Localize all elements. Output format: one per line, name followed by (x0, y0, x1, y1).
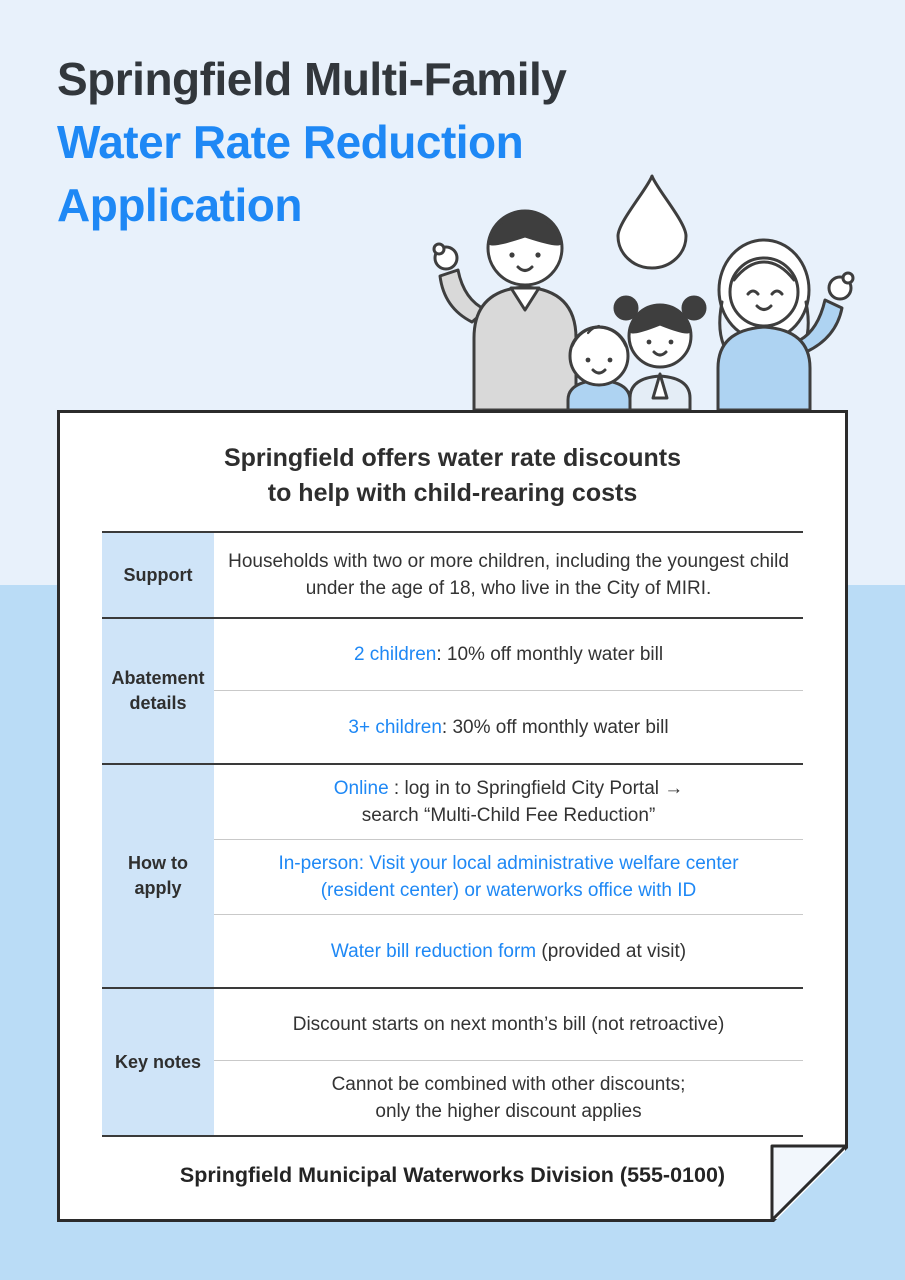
row-label-support: Support (102, 533, 214, 617)
apply-online-row: Online : log in to Springfield City Port… (214, 765, 803, 840)
abatement-three-children-row: 3+ children: 30% off monthly water bill (214, 691, 803, 763)
poster-title: Springfield Multi-Family Water Rate Redu… (57, 48, 567, 237)
row-label-how-to-apply: How to apply (102, 765, 214, 987)
key-notes-content: Discount starts on next month’s bill (no… (214, 989, 803, 1135)
how-to-apply-content: Online : log in to Springfield City Port… (214, 765, 803, 987)
table-row-abatement: Abatement details 2 children: 10% off mo… (102, 619, 803, 765)
mother-figure (716, 238, 855, 410)
three-children-rest: : 30% off monthly water bill (441, 716, 669, 738)
table-row-support: Support Households with two or more chil… (102, 533, 803, 619)
table-row-how-to-apply: How to apply Online : log in to Springfi… (102, 765, 803, 989)
form-rest: (provided at visit) (536, 940, 687, 962)
table-row-key-notes: Key notes Discount starts on next month’… (102, 989, 803, 1137)
key-note-combination-line-1: Cannot be combined with other discounts; (331, 1074, 686, 1095)
key-note-retroactive-row: Discount starts on next month’s bill (no… (214, 989, 803, 1061)
abatement-two-children-row: 2 children: 10% off monthly water bill (214, 619, 803, 691)
apply-online-line-1: Online : log in to Springfield City Port… (334, 775, 684, 802)
boy-figure (566, 324, 632, 410)
support-text: Households with two or more children, in… (228, 551, 789, 599)
title-line-2: Water Rate Reduction (57, 116, 524, 168)
apply-form-text: Water bill reduction form (provided at v… (331, 938, 686, 965)
folded-corner (770, 1144, 848, 1222)
support-text-row: Households with two or more children, in… (214, 533, 803, 617)
card-heading-line-1: Springfield offers water rate discounts (223, 444, 682, 472)
family-illustration (432, 174, 855, 410)
two-children-rest: : 10% off monthly water bill (436, 644, 664, 665)
online-highlight: Online (333, 778, 389, 799)
rate-table: Support Households with two or more chil… (102, 531, 803, 1137)
card-footer: Springfield Municipal Waterworks Divisio… (179, 1162, 726, 1187)
three-children-highlight: 3+ children (348, 716, 442, 738)
key-note-combination-row: Cannot be combined with other discounts;… (214, 1061, 803, 1135)
info-card: Springfield offers water rate discounts … (57, 410, 848, 1222)
apply-form-row: Water bill reduction form (provided at v… (214, 915, 803, 987)
title-line-1: Springfield Multi-Family (57, 53, 567, 105)
apply-online-line-2: search “Multi-Child Fee Reduction” (361, 805, 656, 826)
row-label-key-notes: Key notes (102, 989, 214, 1135)
key-note-combination-line-2: only the higher discount applies (375, 1101, 642, 1122)
abatement-two-children-text: 2 children: 10% off monthly water bill (354, 641, 663, 668)
title-line-3: Application (57, 179, 302, 231)
apply-in-person-row: In-person: Visit your local administrati… (214, 840, 803, 915)
father-figure (432, 209, 578, 410)
support-content: Households with two or more children, in… (214, 533, 803, 617)
girl-figure (613, 295, 707, 410)
online-rest: : log in to Springfield City Portal → (388, 778, 684, 799)
apply-in-person-line-2: (resident center) or waterworks office w… (320, 880, 697, 901)
two-children-highlight: 2 children (353, 644, 437, 665)
abatement-content: 2 children: 10% off monthly water bill 3… (214, 619, 803, 763)
abatement-three-children-text: 3+ children: 30% off monthly water bill (348, 714, 668, 741)
water-drop-icon (616, 174, 688, 270)
form-highlight: Water bill reduction form (330, 940, 537, 962)
card-heading: Springfield offers water rate discounts … (60, 413, 845, 531)
apply-in-person-line-1: In-person: Visit your local administrati… (278, 853, 739, 874)
card-heading-line-2: to help with child-rearing costs (267, 479, 638, 507)
key-note-retroactive-text: Discount starts on next month’s bill (no… (292, 1014, 725, 1035)
row-label-abatement: Abatement details (102, 619, 214, 763)
